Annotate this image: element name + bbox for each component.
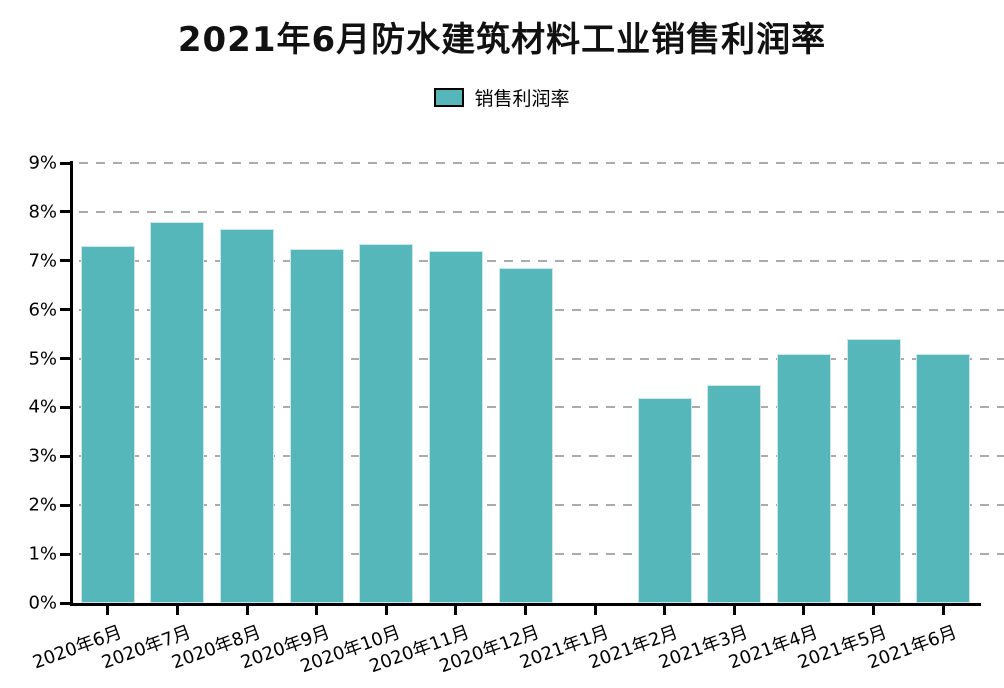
y-tick-7% xyxy=(60,259,70,263)
x-tick-11 xyxy=(872,606,876,615)
y-tick-6% xyxy=(60,308,70,312)
x-tick-1 xyxy=(175,606,179,615)
x-tick-2 xyxy=(245,606,249,615)
bar-9 xyxy=(707,385,762,603)
x-tick-9 xyxy=(732,606,736,615)
y-tick-8% xyxy=(60,210,70,214)
y-tick-2% xyxy=(60,503,70,507)
bar-11 xyxy=(846,339,901,603)
x-tick-3 xyxy=(315,606,319,615)
y-tick-label-8%: 8% xyxy=(28,201,57,223)
x-tick-10 xyxy=(802,606,806,615)
x-tick-12 xyxy=(941,606,945,615)
y-tick-label-0%: 0% xyxy=(28,592,57,614)
bar-1 xyxy=(150,221,205,603)
x-tick-6 xyxy=(524,606,527,615)
y-tick-5% xyxy=(60,357,70,361)
gridline-7% xyxy=(79,259,1004,262)
y-tick-label-2%: 2% xyxy=(28,494,57,516)
y-tick-9% xyxy=(60,161,70,165)
bar-10 xyxy=(776,353,831,603)
bar-8 xyxy=(637,397,692,603)
gridline-9% xyxy=(79,162,1004,164)
bar-6 xyxy=(498,268,553,603)
plot-area: 0% 1% 2% 3% 4% 5% 6% 7% 8% 9% 2020年6月 2020年7月 2020年8… xyxy=(28,153,1004,677)
x-tick-0 xyxy=(106,606,110,615)
bar-12 xyxy=(916,353,971,603)
x-axis-line xyxy=(70,603,981,606)
legend-label: 销售利润率 xyxy=(474,88,570,110)
y-axis-line xyxy=(70,161,73,606)
legend-swatch-icon xyxy=(434,88,465,107)
x-tick-4 xyxy=(384,606,388,615)
bar-5 xyxy=(428,251,483,603)
gridline-8% xyxy=(79,210,1004,213)
y-tick-label-3%: 3% xyxy=(28,445,57,467)
y-tick-3% xyxy=(60,454,70,458)
bar-3 xyxy=(289,248,344,603)
legend: 销售利润率 xyxy=(0,84,1004,111)
y-tick-label-4%: 4% xyxy=(28,396,57,418)
chart-title: 2021年6月防水建筑材料工业销售利润率 xyxy=(177,20,827,60)
y-tick-0% xyxy=(60,601,70,605)
y-tick-label-6%: 6% xyxy=(28,299,57,321)
bar-2 xyxy=(220,229,275,603)
y-tick-label-7%: 7% xyxy=(28,250,57,272)
y-tick-label-9%: 9% xyxy=(28,152,57,174)
bar-0 xyxy=(80,246,135,603)
y-tick-4% xyxy=(60,405,70,409)
y-tick-label-5%: 5% xyxy=(28,348,57,370)
bar-4 xyxy=(359,243,414,603)
x-tick-7 xyxy=(593,606,597,615)
y-tick-label-1%: 1% xyxy=(28,543,57,565)
x-tick-5 xyxy=(454,606,458,615)
y-tick-1% xyxy=(60,552,70,556)
x-tick-8 xyxy=(663,606,667,615)
